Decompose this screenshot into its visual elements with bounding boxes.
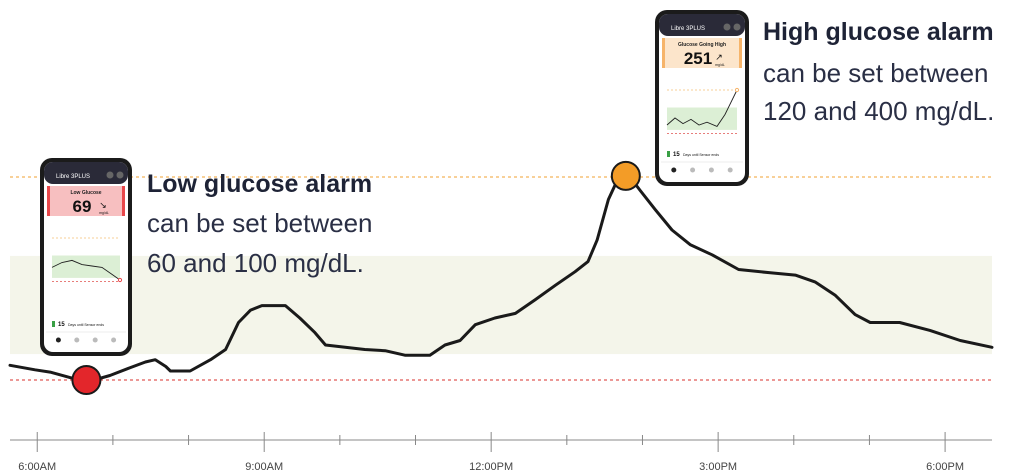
phone-nav-icon — [671, 168, 676, 173]
phone-nav-icon — [74, 338, 79, 343]
phone-nav-icon — [709, 168, 714, 173]
phone-status: Low Glucose — [70, 190, 101, 196]
phone-icon — [107, 172, 114, 179]
phone-nav-icon — [690, 168, 695, 173]
x-tick-label: 3:00PM — [699, 461, 737, 472]
phone-banner-edge — [122, 186, 125, 216]
phone-banner-edge — [47, 186, 50, 216]
phone-days-icon — [667, 151, 670, 157]
annotation-text: can be set between — [763, 58, 989, 88]
phone-banner-edge — [739, 38, 742, 68]
phone-unit: mg/dL — [99, 211, 109, 215]
phone-nav-icon — [56, 338, 61, 343]
phone-trend: ↘ — [99, 200, 107, 210]
phone-graph-dot — [118, 278, 121, 281]
phone-icon — [734, 24, 741, 31]
annotation-text: 60 and 100 mg/dL. — [147, 248, 364, 278]
phone-days: 15 — [673, 152, 680, 158]
phone-banner-edge — [662, 38, 665, 68]
phone-icon — [117, 172, 124, 179]
alarm-marker — [612, 162, 640, 190]
phone-reading: 69 — [73, 197, 92, 216]
phone-status: Glucose Going High — [678, 42, 726, 48]
annotation-text: 120 and 400 mg/dL. — [763, 96, 994, 126]
phone-days-text: Days until Sensor ends — [68, 323, 104, 327]
phone-header — [659, 14, 745, 36]
phone-icon — [724, 24, 731, 31]
phone-app-name: Libre 3PLUS — [671, 26, 705, 32]
phone-graph-band — [52, 256, 120, 278]
phone-days: 15 — [58, 322, 65, 328]
x-tick-label: 9:00AM — [245, 461, 283, 472]
annotation-title: Low glucose alarm — [147, 170, 372, 198]
phone-header — [44, 162, 128, 184]
phone-unit: mg/dL — [715, 63, 725, 67]
phone-days-icon — [52, 321, 55, 327]
alarm-marker — [72, 366, 100, 394]
phone-nav-icon — [728, 168, 733, 173]
chart: 6:00AM 9:00AM 12:00PM 3:00PM 6:00PM Libre 3P… — [0, 0, 1031, 472]
annotation-title: High glucose alarm — [763, 18, 994, 46]
x-tick-label: 6:00PM — [926, 461, 964, 472]
x-tick-label: 12:00PM — [469, 461, 513, 472]
phone-nav-icon — [93, 338, 98, 343]
phone-app-name: Libre 3PLUS — [56, 174, 90, 180]
annotation-text: can be set between — [147, 208, 373, 238]
phone-nav-icon — [111, 338, 116, 343]
phone-days-text: Days until Sensor ends — [683, 153, 719, 157]
phone-trend: ↗ — [715, 52, 723, 62]
x-tick-label: 6:00AM — [18, 461, 56, 472]
phone-reading: 251 — [684, 49, 712, 68]
phone-graph-dot — [735, 88, 738, 91]
